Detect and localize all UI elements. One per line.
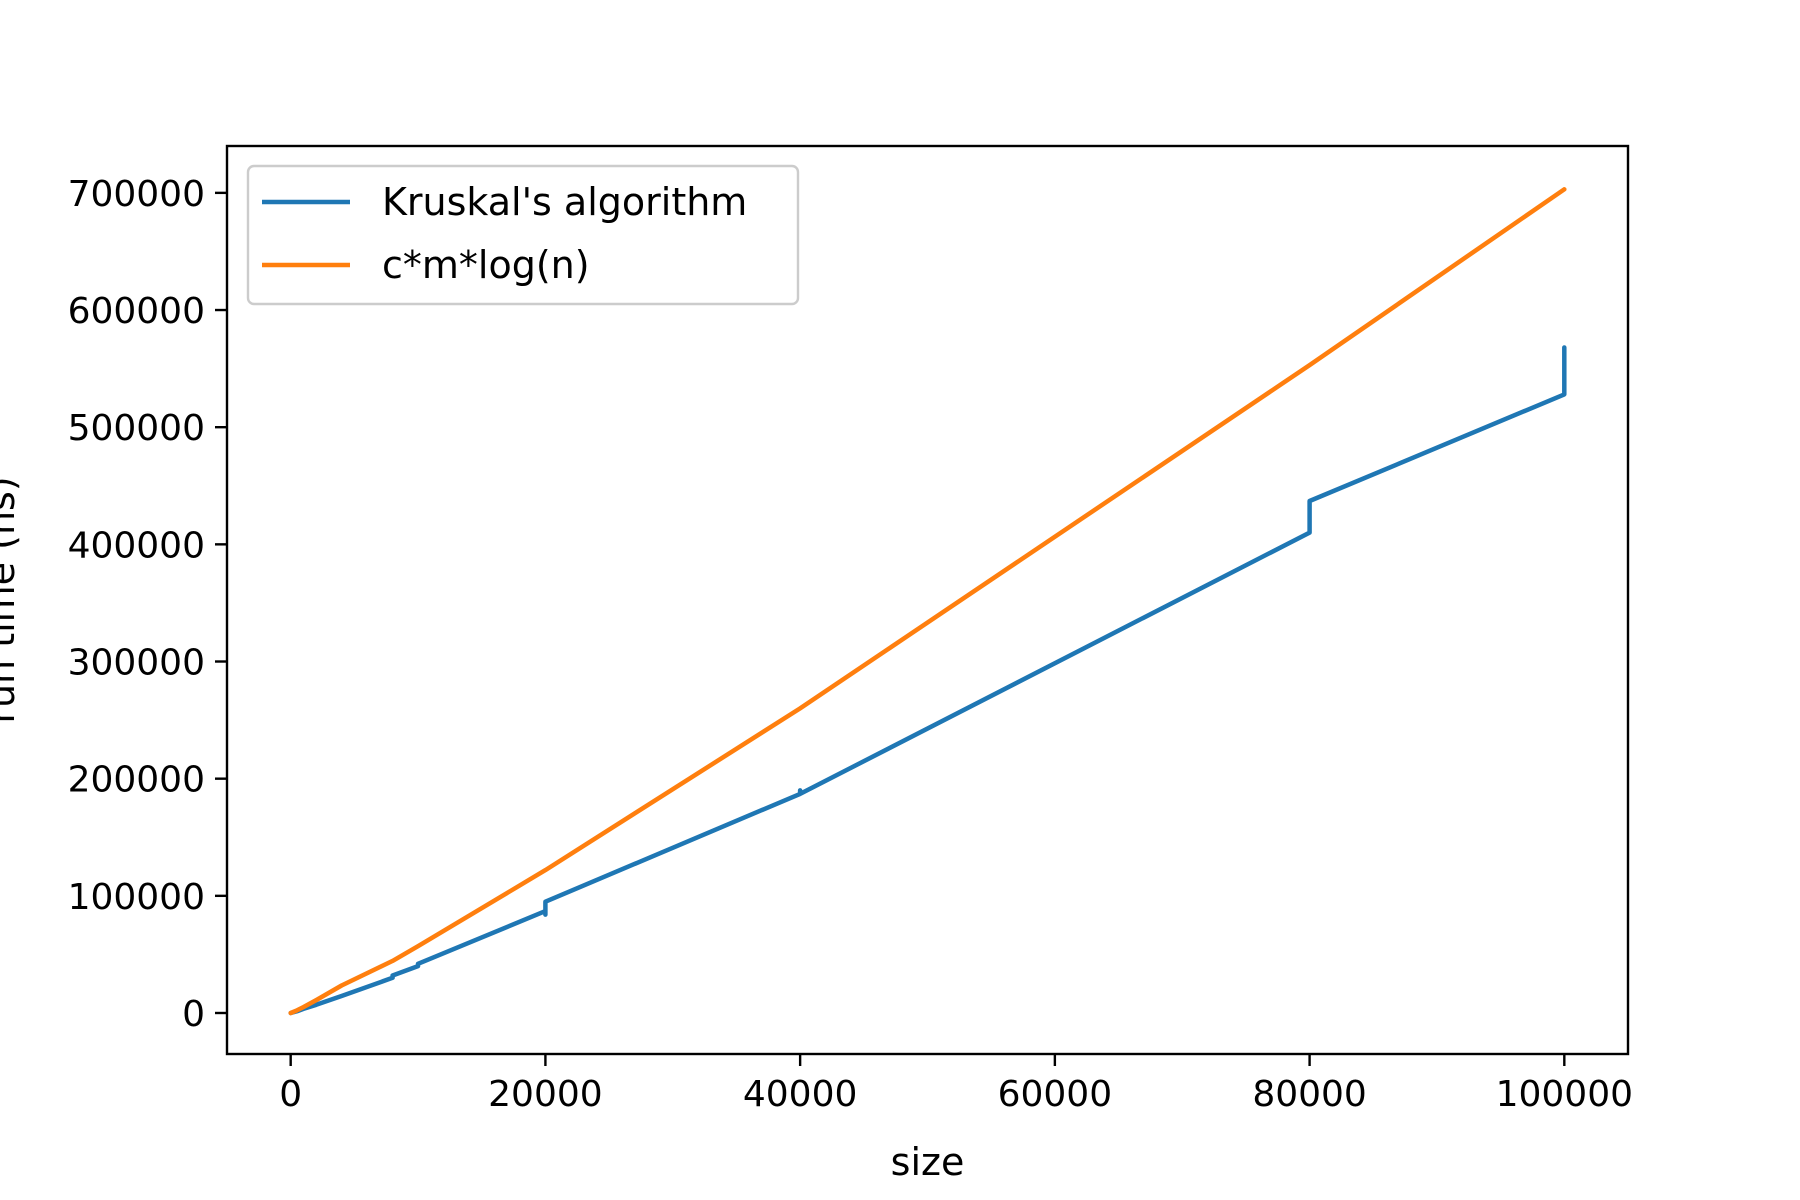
- series-line-0: [288, 345, 1567, 1016]
- x-tick-label: 20000: [488, 1074, 603, 1115]
- y-tick-label: 600000: [68, 291, 205, 332]
- legend-box: [246, 164, 800, 306]
- x-tick-label: 40000: [743, 1074, 858, 1115]
- series-line-1: [288, 187, 1567, 1016]
- y-tick-label: 200000: [68, 760, 205, 801]
- axes-frame: [225, 144, 1630, 1056]
- y-tick-label: 500000: [68, 408, 205, 449]
- legend-label-cmlogn: c*m*log(n): [382, 243, 590, 287]
- x-tick-label: 60000: [998, 1074, 1113, 1115]
- series-layer: [288, 187, 1567, 1016]
- y-tick-label: 100000: [68, 877, 205, 918]
- y-tick-label: 400000: [68, 525, 205, 566]
- plot-area: 0 20000 40000 60000 80000 100000 0 100000 20000…: [68, 144, 1633, 1115]
- legend-label-kruskal: Kruskal's algorithm: [382, 180, 747, 224]
- x-axis: 0 20000 40000 60000 80000 100000: [279, 1054, 1633, 1115]
- x-axis-label: size: [891, 1140, 965, 1184]
- y-tick-label: 700000: [68, 174, 205, 215]
- y-tick-label: 0: [182, 994, 205, 1035]
- x-tick-label: 80000: [1252, 1074, 1367, 1115]
- x-tick-label: 100000: [1496, 1074, 1633, 1115]
- y-tick-label: 300000: [68, 643, 205, 684]
- x-tick-label: 0: [279, 1074, 302, 1115]
- legend: Kruskal's algorithm c*m*log(n): [246, 164, 800, 306]
- y-axis: 0 100000 200000 300000 400000 500000 600000 700…: [68, 174, 227, 1035]
- y-axis-label: run time (ns): [0, 476, 23, 723]
